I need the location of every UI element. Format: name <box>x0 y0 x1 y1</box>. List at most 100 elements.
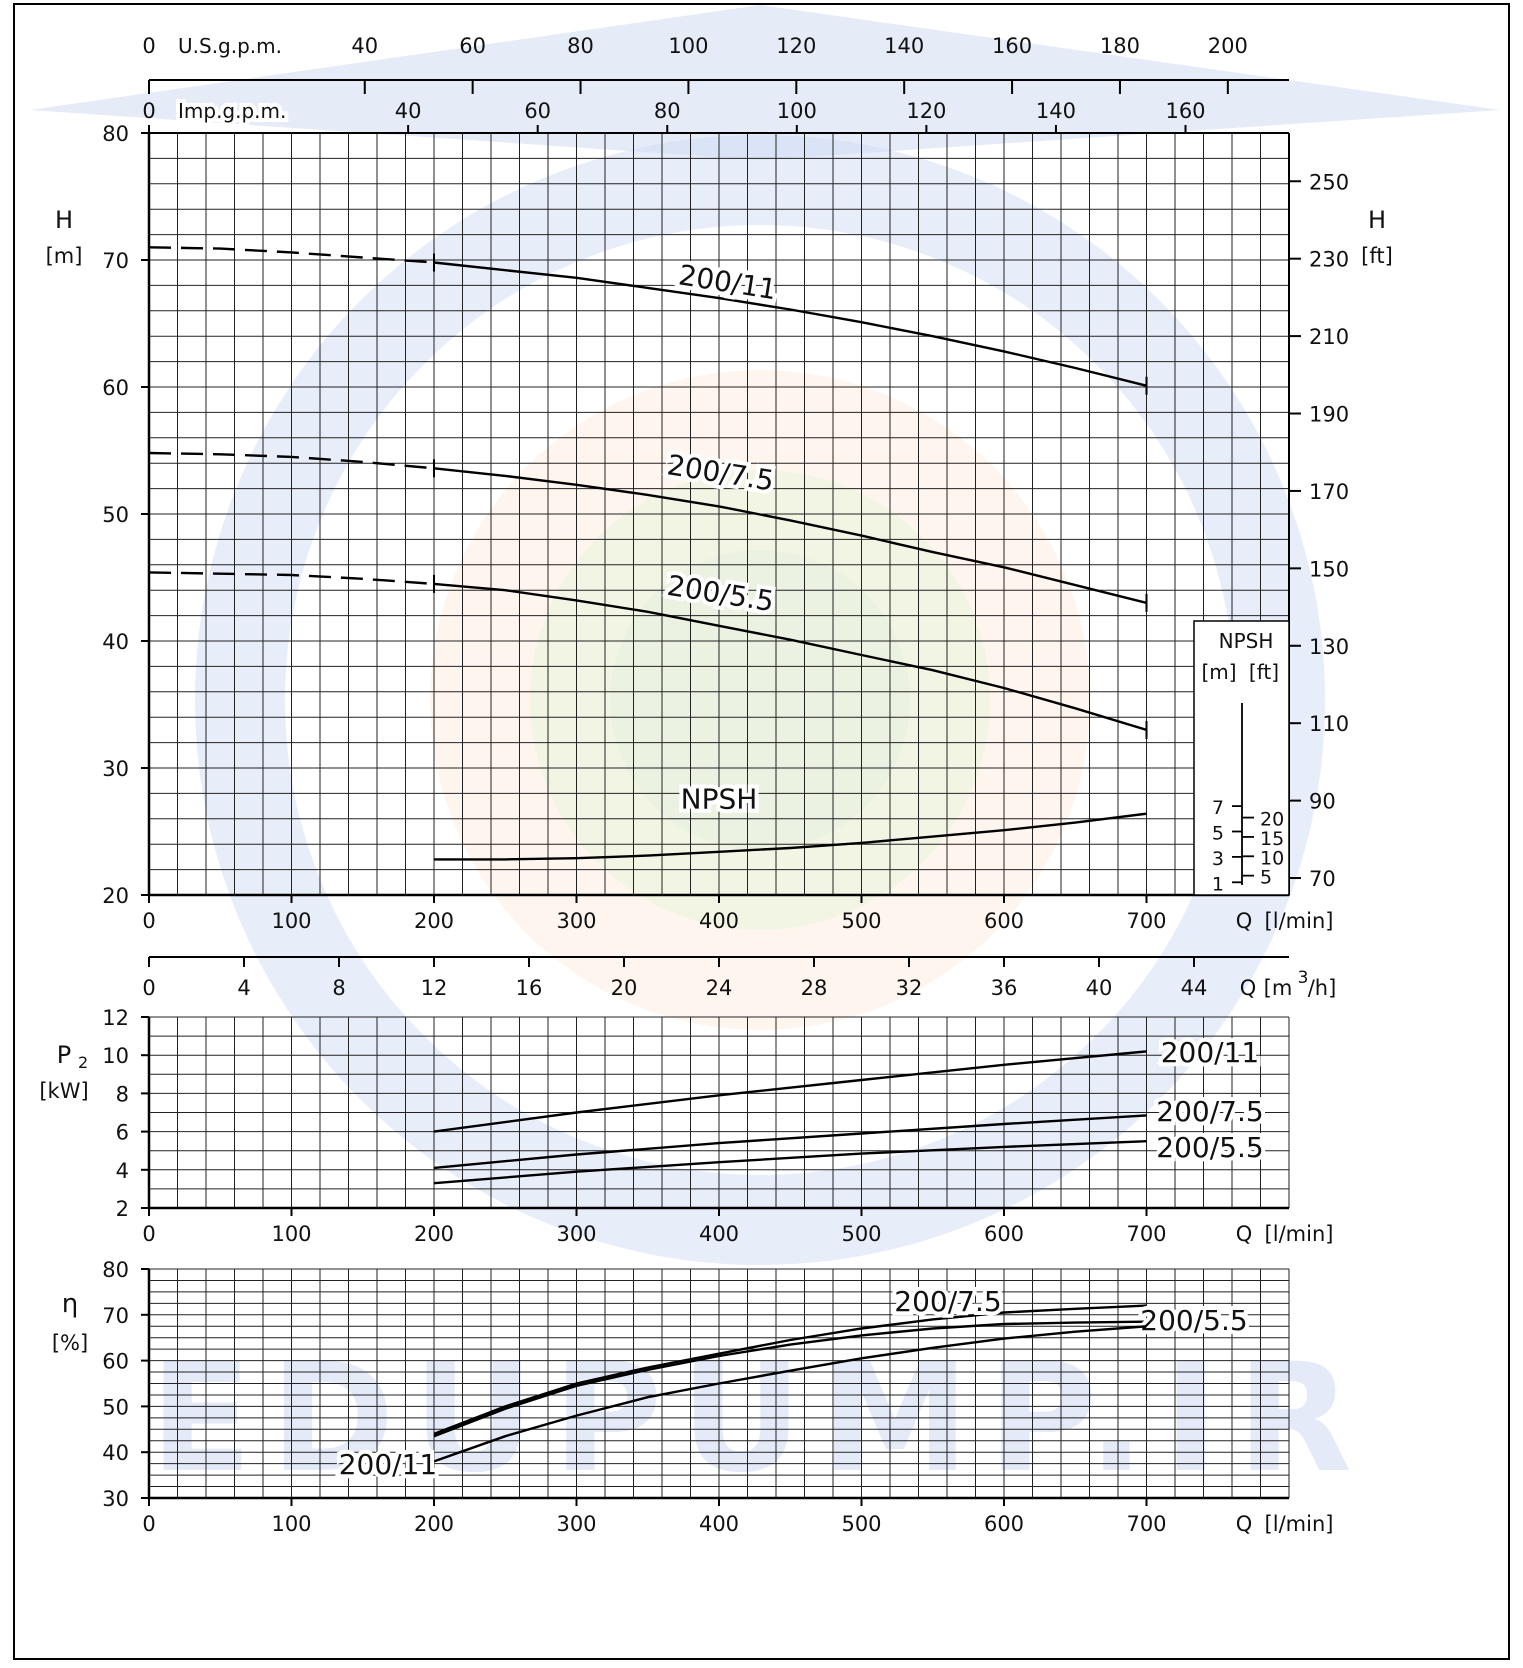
m3h-axis-tick-label: 32 <box>896 976 923 1000</box>
head-y-tick-label: 50 <box>102 503 129 527</box>
power-curve-label: 200/5.5 <box>1156 1131 1263 1164</box>
top-axis-name: Imp.g.p.m. <box>178 99 286 123</box>
head-ft-tick-label: 130 <box>1309 635 1349 659</box>
efficiency-curve-200/5.5 <box>433 1320 1147 1438</box>
head-grid <box>147 132 1290 897</box>
head-y-tick-label: 80 <box>102 122 129 146</box>
efficiency-curve-label: 200/11 <box>339 1448 438 1481</box>
head-x-tick-label: 100 <box>271 909 311 933</box>
npsh-inset-unit-m: [m] <box>1201 660 1236 684</box>
head-ft-tick-label: 210 <box>1309 325 1349 349</box>
head-y-axis-name: H <box>55 206 73 234</box>
head-curve-dashed-200/5.5 <box>148 571 435 586</box>
m3h-axis-tick-label: 4 <box>237 976 250 1000</box>
npsh-ft-tick-label: 15 <box>1260 828 1284 850</box>
power-y-tick-label: 8 <box>116 1082 129 1106</box>
efficiency-x-tick-label: 500 <box>841 1512 881 1536</box>
head-ft-axis-name: H <box>1368 206 1386 234</box>
top-axis-tick-label: 100 <box>777 99 817 123</box>
head-ft-tick-label: 190 <box>1309 403 1349 427</box>
efficiency-curve-label: 200/5.5 <box>1140 1304 1247 1337</box>
head-x-tick-label: 500 <box>841 909 881 933</box>
m3h-axis-unit: [m <box>1264 976 1293 1000</box>
power-curve-200/11 <box>433 1050 1147 1133</box>
efficiency-y-axis-name: η <box>62 1289 78 1319</box>
m3h-axis-tick-label: 28 <box>801 976 828 1000</box>
power-x-tick-label: 600 <box>984 1222 1024 1246</box>
m3h-axis-tick-label: 12 <box>421 976 448 1000</box>
head-curve-200/5.5 <box>433 582 1147 732</box>
head-x-tick-label: 0 <box>142 909 155 933</box>
power-x-tick-label: 400 <box>699 1222 739 1246</box>
power-y-axis-name: P <box>57 1041 71 1069</box>
head-x-tick-label: 600 <box>984 909 1024 933</box>
head-y-tick-label: 60 <box>102 376 129 400</box>
head-x-tick-label: 700 <box>1126 909 1166 933</box>
head-ft-tick-label: 70 <box>1309 867 1336 891</box>
head-curve-NPSH <box>434 812 1147 861</box>
watermark-text: EDUPUMP.IR <box>150 1332 1370 1506</box>
npsh-m-tick-label: 1 <box>1212 873 1224 895</box>
top-axis-tick-label: 40 <box>395 99 422 123</box>
efficiency-x-tick-label: 600 <box>984 1512 1024 1536</box>
power-x-tick-label: 700 <box>1126 1222 1166 1246</box>
m3h-axis-name: Q <box>1240 976 1257 1000</box>
top-axis-tick-label: 180 <box>1100 34 1140 58</box>
power-y-axis-sub: 2 <box>78 1053 88 1072</box>
power-y-tick-label: 4 <box>116 1159 129 1183</box>
npsh-m-tick-label: 3 <box>1212 848 1224 870</box>
head-curve-dashed-200/11 <box>148 246 435 264</box>
npsh-m-tick-label: 5 <box>1212 823 1224 845</box>
efficiency-y-tick-label: 60 <box>102 1350 129 1374</box>
head-x-tick-label: 200 <box>414 909 454 933</box>
npsh-ft-tick-label: 20 <box>1260 809 1284 831</box>
top-axis-tick-label: 160 <box>992 34 1032 58</box>
npsh-inset-title: NPSH <box>1219 629 1274 653</box>
efficiency-x-axis-name: Q <box>1236 1512 1253 1536</box>
power-y-axis-unit: [kW] <box>39 1079 88 1103</box>
top-axis-tick-label: 120 <box>776 34 816 58</box>
power-curve-200/5.5 <box>433 1140 1147 1185</box>
head-ft-tick-label: 110 <box>1309 712 1349 736</box>
efficiency-panel: 0 100 200 300 400 500 600 700 Q [l/min] 30 40 50 60 70… <box>52 1258 1334 1536</box>
top-axis-tick-label: 160 <box>1165 99 1205 123</box>
efficiency-x-tick-label: 100 <box>271 1512 311 1536</box>
m3h-axis-tick-label: 36 <box>991 976 1018 1000</box>
efficiency-x-tick-label: 300 <box>556 1512 596 1536</box>
efficiency-curve-label: 200/7.5 <box>894 1285 1001 1318</box>
head-ft-tick-label: 150 <box>1309 557 1349 581</box>
top-axis-tick-label: 140 <box>1036 99 1076 123</box>
efficiency-x-tick-label: 200 <box>414 1512 454 1536</box>
head-x-axis-name: Q <box>1236 909 1253 933</box>
power-y-tick-label: 12 <box>102 1006 129 1030</box>
npsh-m-tick-label: 7 <box>1212 797 1224 819</box>
power-x-axis-unit: [l/min] <box>1265 1222 1334 1246</box>
head-ft-tick-label: 230 <box>1309 248 1349 272</box>
m3h-axis-unit-end: /h] <box>1308 976 1337 1000</box>
head-curve-200/11 <box>433 261 1147 387</box>
top-axis-tick-label: 80 <box>567 34 594 58</box>
head-curve-dashed-200/7.5 <box>148 451 435 470</box>
head-x-axis-unit: [l/min] <box>1265 909 1334 933</box>
head-ft-axis-unit: [ft] <box>1361 244 1393 268</box>
top-axis-tick-label: 140 <box>884 34 924 58</box>
power-x-axis-name: Q <box>1236 1222 1253 1246</box>
efficiency-x-axis-unit: [l/min] <box>1265 1512 1334 1536</box>
head-x-tick-label: 300 <box>556 909 596 933</box>
top-axis-tick-label: 60 <box>524 99 551 123</box>
npsh-ft-tick-label: 10 <box>1260 847 1284 869</box>
head-curve-200/7.5 <box>433 467 1147 605</box>
efficiency-x-tick-label: 0 <box>142 1512 155 1536</box>
head-y-tick-label: 30 <box>102 757 129 781</box>
efficiency-x-tick-label: 400 <box>699 1512 739 1536</box>
head-x-tick-label: 400 <box>699 909 739 933</box>
efficiency-y-tick-label: 70 <box>102 1304 129 1328</box>
page-border <box>13 3 1510 1660</box>
power-grid <box>147 1016 1290 1210</box>
efficiency-y-tick-label: 30 <box>102 1487 129 1511</box>
npsh-ft-tick-label: 5 <box>1260 867 1272 889</box>
power-x-tick-label: 300 <box>556 1222 596 1246</box>
m3h-axis-tick-label: 16 <box>516 976 543 1000</box>
